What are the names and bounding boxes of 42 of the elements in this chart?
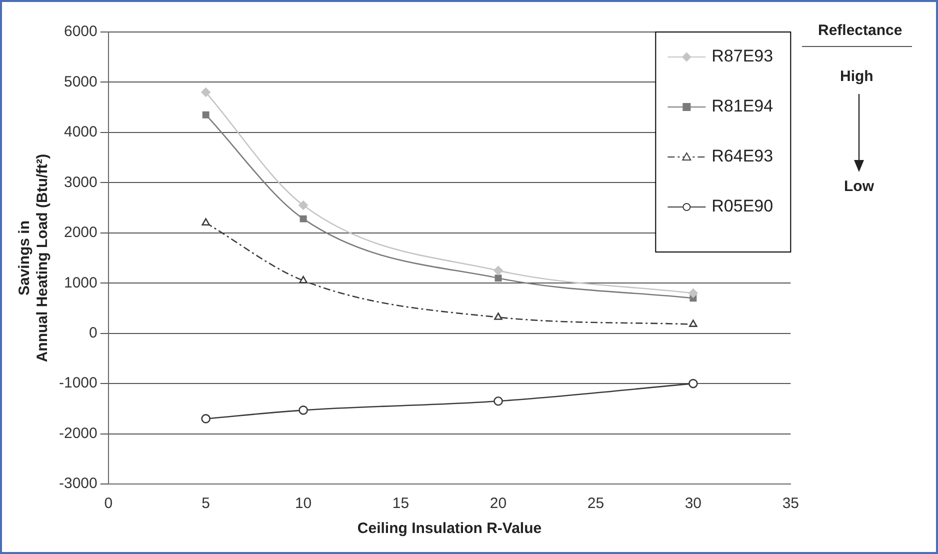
text: High: [840, 68, 874, 85]
y-tick-label: -2000: [58, 424, 98, 442]
point: [298, 406, 308, 415]
point: [494, 312, 502, 320]
x-tick-label: 15: [392, 495, 410, 512]
point: [201, 88, 210, 97]
y-axis-title: Savings in Annual Heating Load (Btu/ft²): [16, 154, 52, 362]
y-tick-label: 3000: [64, 174, 98, 191]
x-axis-title: Ceiling Insulation R-Value: [357, 520, 542, 538]
x-tick-label: 5: [202, 495, 210, 512]
x-tick-label: 25: [587, 495, 604, 512]
text: Low: [844, 178, 874, 195]
point: [298, 200, 308, 210]
legend-label: R87E93: [712, 46, 774, 66]
y-tick-label: -1000: [58, 374, 98, 392]
y-tick-label: -3000: [58, 475, 98, 492]
point: [201, 414, 210, 424]
point: [494, 274, 502, 282]
y-tick-label: 4000: [64, 124, 98, 141]
x-tick-label: 10: [294, 495, 312, 512]
point: [688, 378, 698, 388]
text: Reflectance: [818, 22, 902, 39]
legend-label: R64E93: [712, 146, 774, 166]
x-tick-label: 30: [684, 495, 702, 512]
legend-label: R81E94: [712, 96, 774, 116]
y-tick-label: 2000: [64, 224, 98, 242]
point: [494, 396, 503, 406]
point: [299, 276, 308, 284]
legend-label: R05E90: [712, 196, 774, 216]
x-tick-label: 35: [782, 495, 799, 512]
x-tick-label: 20: [490, 495, 507, 512]
point: [689, 320, 698, 327]
y-tick-label: 5000: [64, 73, 98, 90]
point: [688, 288, 698, 298]
x-tick-label: 0: [104, 495, 113, 512]
y-tick-label: 6000: [64, 23, 98, 40]
point: [300, 215, 307, 222]
point: [202, 218, 210, 226]
point: [494, 266, 503, 276]
point: [202, 111, 210, 118]
y-tick-label: 1000: [64, 274, 98, 292]
y-tick-label: 0: [89, 324, 98, 342]
